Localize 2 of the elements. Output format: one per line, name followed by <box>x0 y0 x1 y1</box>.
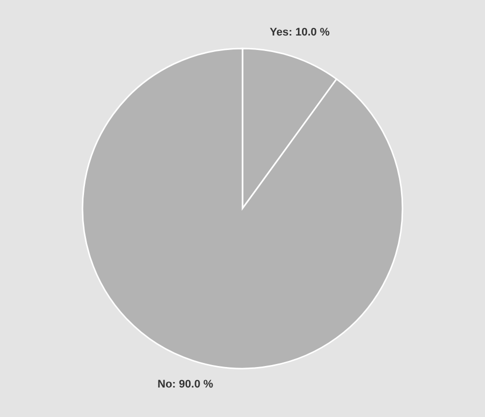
slice-label: Yes: 10.0 % <box>270 26 330 39</box>
slice-label: No: 90.0 % <box>158 378 214 390</box>
